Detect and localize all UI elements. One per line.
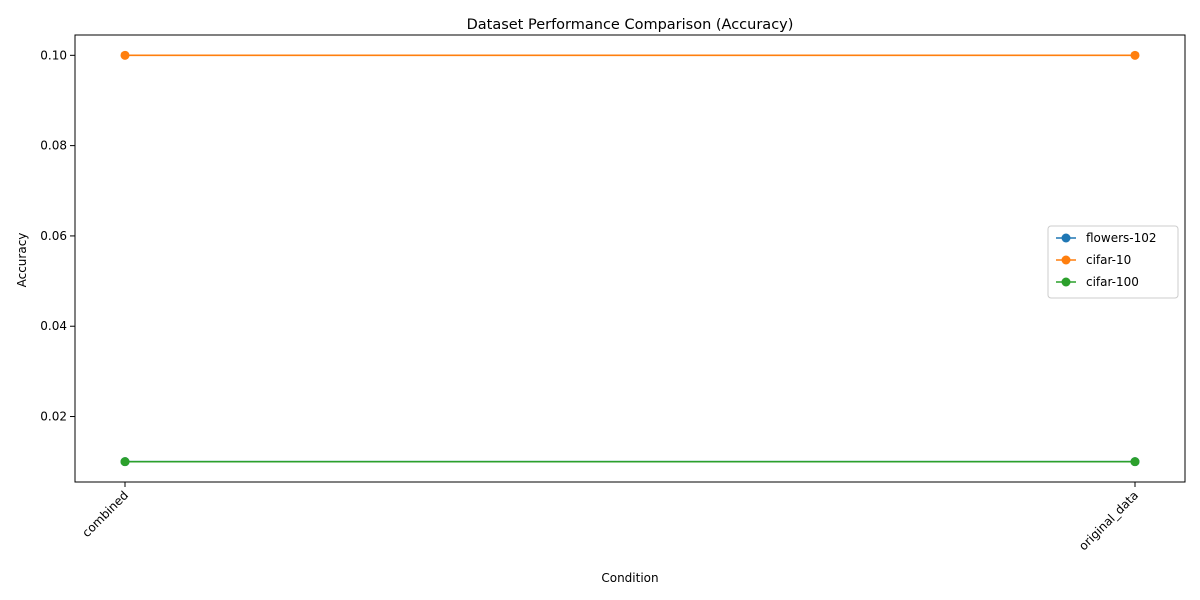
series-cifar-10 [120, 50, 1140, 60]
y-tick-label: 0.06 [40, 229, 67, 243]
legend-item-cifar-10: cifar-10 [1056, 253, 1131, 267]
legend-item-cifar-100: cifar-100 [1056, 275, 1139, 289]
chart-title: Dataset Performance Comparison (Accuracy… [467, 17, 794, 33]
y-tick-label: 0.04 [40, 319, 67, 333]
legend-box [1047, 225, 1179, 299]
legend-label: flowers-102 [1086, 231, 1157, 245]
legend-marker [1061, 233, 1071, 243]
y-tick-label: 0.02 [40, 410, 67, 424]
legend: flowers-102 cifar-10 cifar-100 [1047, 225, 1179, 299]
x-axis-label: Condition [601, 571, 658, 585]
data-point [120, 457, 130, 467]
legend-label: cifar-10 [1086, 253, 1131, 267]
y-axis-label: Accuracy [15, 233, 29, 288]
series-cifar-100 [120, 457, 1140, 467]
legend-item-flowers-102: flowers-102 [1056, 231, 1157, 245]
legend-label: cifar-100 [1086, 275, 1139, 289]
y-tick-label: 0.10 [40, 48, 67, 62]
data-point [120, 50, 130, 60]
y-tick-label: 0.08 [40, 139, 67, 153]
data-point [1130, 50, 1140, 60]
legend-marker [1061, 255, 1071, 265]
data-point [1130, 457, 1140, 467]
legend-marker [1061, 277, 1071, 287]
axes-frame [74, 34, 1186, 483]
